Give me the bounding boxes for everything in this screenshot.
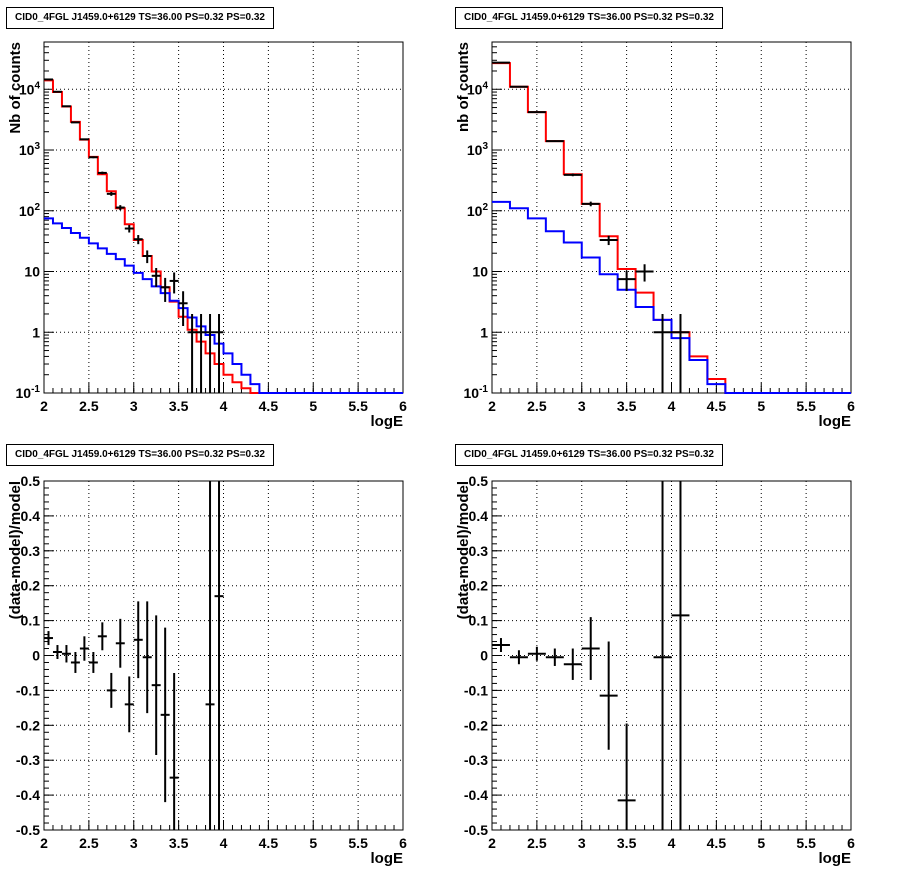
y-tick-label: 10-1 xyxy=(464,384,489,401)
x-tick-label: 3.5 xyxy=(169,398,189,414)
x-tick-label: 3 xyxy=(130,398,138,414)
y-axis-title: (data-model)/model xyxy=(7,481,24,619)
y-tick-label: 0.1 xyxy=(21,613,41,629)
y-tick-label: -0.4 xyxy=(464,787,488,803)
x-axis-title: logE xyxy=(371,850,404,867)
x-axis-title: logE xyxy=(819,850,852,867)
y-tick-label: 104 xyxy=(467,80,489,97)
x-tick-label: 2.5 xyxy=(527,398,547,414)
x-tick-label: 4 xyxy=(220,398,228,414)
y-axis-title: Nb of counts xyxy=(7,42,24,134)
y-tick-label: 10 xyxy=(472,264,488,280)
x-tick-label: 4 xyxy=(668,398,676,414)
y-tick-label: 0.5 xyxy=(469,473,489,489)
x-tick-label: 5 xyxy=(757,835,765,851)
y-tick-label: -0.1 xyxy=(16,682,40,698)
model-step-line xyxy=(492,200,851,394)
x-tick-label: 6 xyxy=(399,398,407,414)
x-tick-label: 3.5 xyxy=(169,835,189,851)
y-tick-label: 1 xyxy=(32,324,40,340)
plot-frame xyxy=(43,480,404,831)
y-tick-label: 104 xyxy=(19,80,41,97)
y-tick-label: 0 xyxy=(480,648,488,664)
y-tick-label: -0.2 xyxy=(16,717,40,733)
x-tick-label: 5 xyxy=(309,835,317,851)
x-tick-label: 3 xyxy=(578,398,586,414)
plot-frame xyxy=(491,480,852,831)
x-tick-label: 2 xyxy=(40,835,48,851)
y-tick-label: -0.5 xyxy=(16,822,40,838)
y-axis-title: nb of counts xyxy=(455,42,472,132)
y-tick-label: 0.3 xyxy=(21,543,41,559)
y-tick-label: 102 xyxy=(467,202,489,219)
model-step-line xyxy=(44,217,403,394)
y-tick-label: 0.1 xyxy=(469,613,489,629)
y-tick-label: -0.3 xyxy=(464,752,488,768)
y-tick-label: 0.3 xyxy=(469,543,489,559)
y-tick-label: 102 xyxy=(19,202,41,219)
x-tick-label: 3.5 xyxy=(617,398,637,414)
x-tick-label: 4.5 xyxy=(707,835,727,851)
y-tick-label: -0.3 xyxy=(16,752,40,768)
x-tick-label: 3 xyxy=(130,835,138,851)
x-tick-label: 3.5 xyxy=(617,835,637,851)
panel-title-bottom-left: CID0_4FGL J1459.0+6129 TS=36.00 PS=0.32 … xyxy=(6,444,274,466)
panel-title-top-left: CID0_4FGL J1459.0+6129 TS=36.00 PS=0.32 … xyxy=(6,7,274,29)
x-tick-label: 2 xyxy=(488,835,496,851)
y-axis-title: (data-model)/model xyxy=(455,481,472,619)
x-tick-label: 4.5 xyxy=(707,398,727,414)
y-tick-label: 103 xyxy=(19,141,41,158)
x-axis-title: logE xyxy=(819,413,852,430)
x-tick-label: 5.5 xyxy=(796,835,816,851)
x-tick-label: 3 xyxy=(578,835,586,851)
x-tick-label: 4 xyxy=(668,835,676,851)
x-tick-label: 5.5 xyxy=(796,398,816,414)
y-tick-label: -0.4 xyxy=(16,787,40,803)
x-tick-label: 6 xyxy=(847,835,855,851)
y-tick-label: 0.2 xyxy=(21,578,41,594)
x-tick-label: 2.5 xyxy=(79,398,99,414)
x-axis-title: logE xyxy=(371,413,404,430)
x-tick-label: 4 xyxy=(220,835,228,851)
y-tick-label: 10-1 xyxy=(16,384,41,401)
x-tick-label: 6 xyxy=(847,398,855,414)
y-tick-label: 0.4 xyxy=(469,508,489,524)
x-tick-label: 6 xyxy=(399,835,407,851)
x-tick-label: 5 xyxy=(757,398,765,414)
x-tick-label: 2.5 xyxy=(527,835,547,851)
y-tick-label: -0.1 xyxy=(464,682,488,698)
y-tick-label: 103 xyxy=(467,141,489,158)
panel-title-top-right: CID0_4FGL J1459.0+6129 TS=36.00 PS=0.32 … xyxy=(455,7,723,29)
y-tick-label: 1 xyxy=(480,324,488,340)
x-tick-label: 4.5 xyxy=(259,835,279,851)
y-tick-label: 10 xyxy=(24,264,40,280)
x-tick-label: 2 xyxy=(40,398,48,414)
y-tick-label: -0.2 xyxy=(464,717,488,733)
x-tick-label: 2.5 xyxy=(79,835,99,851)
y-tick-label: 0.4 xyxy=(21,508,41,524)
x-tick-label: 5 xyxy=(309,398,317,414)
y-tick-label: 0.5 xyxy=(21,473,41,489)
panel-title-bottom-right: CID0_4FGL J1459.0+6129 TS=36.00 PS=0.32 … xyxy=(455,444,723,466)
x-tick-label: 5.5 xyxy=(348,398,368,414)
y-tick-label: -0.5 xyxy=(464,822,488,838)
y-tick-label: 0.2 xyxy=(469,578,489,594)
y-tick-label: 0 xyxy=(32,648,40,664)
x-tick-label: 5.5 xyxy=(348,835,368,851)
x-tick-label: 4.5 xyxy=(259,398,279,414)
x-tick-label: 2 xyxy=(488,398,496,414)
